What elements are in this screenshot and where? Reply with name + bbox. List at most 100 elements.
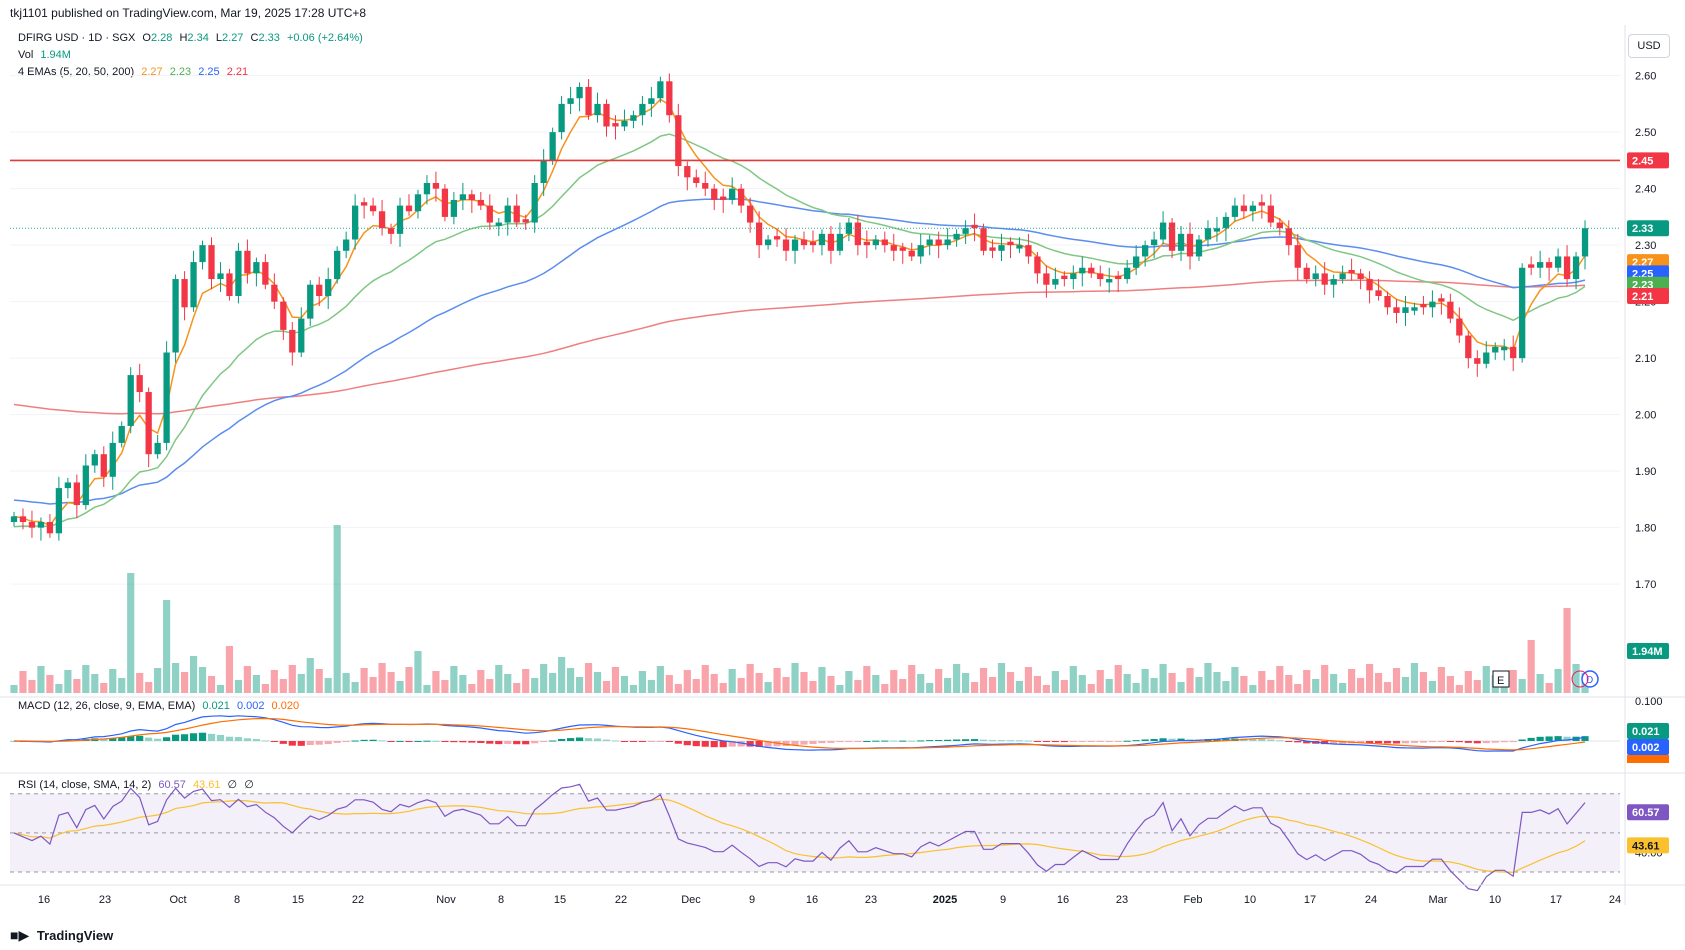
candle-body bbox=[262, 262, 269, 285]
macd-histogram-bar bbox=[1303, 741, 1311, 744]
volume-bar bbox=[854, 680, 862, 693]
candle-body bbox=[271, 284, 278, 302]
time-tick-label: 16 bbox=[1057, 894, 1069, 906]
candle-body bbox=[971, 224, 978, 229]
macd-histogram-bar bbox=[1159, 738, 1167, 741]
rsi-ma-line bbox=[13, 798, 1586, 874]
candle-body bbox=[351, 205, 359, 240]
volume-bar bbox=[1123, 674, 1131, 693]
candle-body bbox=[998, 245, 1005, 251]
volume-bar bbox=[683, 670, 691, 693]
candle-body bbox=[118, 425, 125, 443]
candle-body bbox=[226, 273, 233, 296]
candle-body bbox=[316, 284, 323, 296]
macd-value: 0.002 bbox=[236, 700, 265, 712]
volume-bar bbox=[944, 678, 952, 693]
volume-bar bbox=[890, 670, 898, 693]
macd-histogram-bar bbox=[836, 741, 844, 743]
candle-body bbox=[630, 115, 637, 121]
candle-body bbox=[1294, 245, 1301, 268]
candle-body bbox=[926, 239, 933, 246]
candle-body bbox=[1052, 279, 1059, 285]
macd-histogram-bar bbox=[926, 740, 934, 742]
macd-histogram-bar bbox=[1078, 741, 1086, 742]
volume-bar bbox=[602, 681, 611, 693]
volume-bar bbox=[136, 673, 144, 693]
volume-bar bbox=[207, 676, 216, 693]
volume-bar bbox=[638, 671, 646, 693]
ema200-line bbox=[13, 279, 1586, 415]
candle-body bbox=[1267, 205, 1274, 223]
volume-bar bbox=[477, 670, 485, 693]
macd-histogram-bar bbox=[1033, 741, 1041, 742]
volume-bar bbox=[755, 673, 763, 693]
volume-bar bbox=[495, 665, 503, 693]
macd-histogram-bar bbox=[324, 741, 332, 745]
macd-histogram-bar bbox=[1518, 739, 1526, 741]
volume-bar bbox=[979, 668, 988, 693]
candle-body bbox=[199, 245, 206, 263]
time-tick-label: 15 bbox=[554, 894, 566, 906]
volume-bar bbox=[414, 651, 422, 693]
macd-histogram-bar bbox=[378, 740, 386, 742]
volume-bar bbox=[764, 682, 772, 693]
volume-price-label: 1.94M bbox=[1632, 646, 1663, 658]
macd-histogram-bar bbox=[252, 739, 260, 741]
currency-button[interactable]: USD bbox=[1628, 34, 1670, 58]
candle-body bbox=[657, 81, 664, 99]
volume-bar bbox=[1527, 640, 1535, 693]
volume-bar bbox=[1132, 683, 1140, 693]
macd-histogram-bar bbox=[405, 741, 413, 742]
candle-body bbox=[675, 115, 682, 167]
volume-bar bbox=[288, 665, 296, 693]
macd-histogram-bar bbox=[297, 741, 305, 746]
macd-histogram-bar bbox=[459, 741, 467, 743]
candle-body bbox=[1141, 245, 1149, 257]
macd-histogram-bar bbox=[486, 741, 494, 744]
axis-labels: 2.452.332.272.252.232.211.94M0.0210.0026… bbox=[1627, 152, 1669, 854]
volume-bar bbox=[746, 664, 754, 693]
volume-bar bbox=[145, 682, 153, 693]
candle-body bbox=[1061, 275, 1068, 280]
macd-histogram-bar bbox=[710, 741, 718, 748]
macd-histogram-bar bbox=[1276, 740, 1284, 742]
high-label: H bbox=[179, 32, 188, 44]
candle-body bbox=[82, 465, 89, 506]
candle-body bbox=[513, 205, 520, 223]
volume-bar bbox=[800, 672, 808, 693]
volume-bar bbox=[82, 665, 90, 693]
candle-body bbox=[1124, 267, 1131, 280]
macd-histogram-bar bbox=[1357, 741, 1365, 744]
candle-body bbox=[989, 247, 996, 251]
macd-histogram-bar bbox=[423, 740, 431, 742]
candle-body bbox=[387, 228, 395, 234]
volume-bar bbox=[216, 685, 225, 693]
macd-histogram-bar bbox=[1464, 741, 1472, 743]
macd-histogram-bar bbox=[620, 741, 629, 742]
macd-histogram-bar bbox=[1060, 741, 1068, 743]
candle-body bbox=[1501, 346, 1508, 351]
candle-body bbox=[495, 222, 502, 226]
macd-histogram-bar bbox=[1500, 741, 1508, 743]
volume-bar bbox=[270, 670, 278, 693]
candle-body bbox=[585, 86, 592, 116]
candle-body bbox=[540, 160, 547, 183]
candle-body bbox=[1554, 256, 1562, 268]
volume-bar bbox=[773, 668, 781, 693]
candle-body bbox=[1492, 346, 1499, 353]
candle-body bbox=[549, 132, 556, 161]
change-value: +0.06 (+2.64%) bbox=[286, 32, 363, 44]
candle-body bbox=[1465, 335, 1472, 359]
macd-histogram-bar bbox=[109, 738, 117, 741]
macd-tick-label: 0.100 bbox=[1635, 696, 1663, 708]
candle-body bbox=[1088, 267, 1095, 274]
macd-histogram-bar bbox=[872, 740, 880, 742]
volume-bar bbox=[1033, 676, 1041, 693]
candle-body bbox=[612, 123, 619, 127]
dividend-marker-label: D bbox=[1586, 675, 1593, 686]
volume-bar bbox=[118, 678, 126, 693]
candle-body bbox=[738, 188, 745, 206]
macd-histogram-bar bbox=[656, 741, 664, 742]
